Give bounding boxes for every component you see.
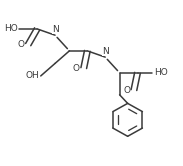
Text: O: O bbox=[123, 85, 130, 95]
Text: HO: HO bbox=[4, 24, 17, 33]
Text: OH: OH bbox=[25, 71, 39, 81]
Text: N: N bbox=[52, 25, 58, 34]
Text: O: O bbox=[18, 40, 25, 49]
Text: O: O bbox=[72, 64, 79, 73]
Text: HO: HO bbox=[154, 68, 167, 77]
Text: N: N bbox=[102, 47, 109, 56]
